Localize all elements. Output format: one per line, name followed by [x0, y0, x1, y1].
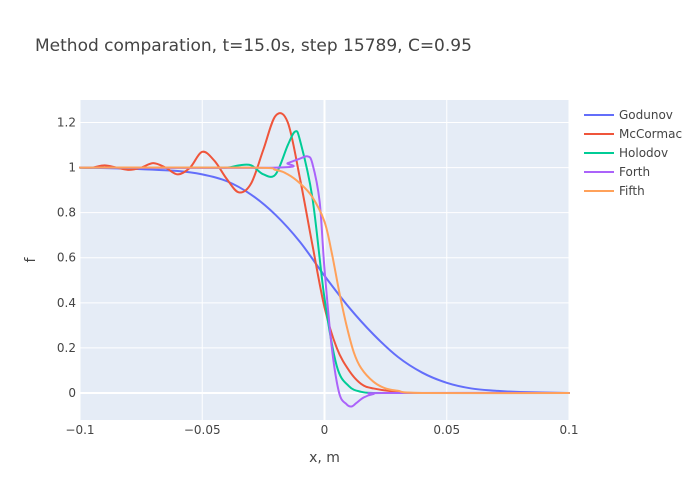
legend-item-forth[interactable]: Forth: [584, 165, 650, 179]
series-line-forth: [79, 155, 570, 408]
series-line-holodov: [79, 130, 570, 395]
y-tick-label: 1.2: [57, 116, 76, 130]
tick-labels: −0.1 −0.05 0 0.05 0.1 0 0.2 0.4 0.6 0.8 1 1.2: [57, 116, 579, 437]
y-tick-label: 0: [68, 386, 76, 400]
x-tick-label: −0.05: [184, 423, 221, 437]
x-tick-label: −0.1: [65, 423, 94, 437]
x-tick-label: 0: [321, 423, 329, 437]
series-line-godunov: [79, 166, 570, 394]
legend-label: Godunov: [619, 108, 673, 122]
legend-label: Forth: [619, 165, 650, 179]
legend: Godunov McCormac Holodov Forth Fifth: [584, 108, 682, 198]
series-lines: [79, 112, 570, 408]
x-axis-label: x, m: [309, 450, 340, 466]
x-tick-label: 0.1: [559, 423, 578, 437]
legend-item-holodov[interactable]: Holodov: [584, 146, 668, 160]
y-tick-label: 1: [68, 161, 76, 175]
legend-label: McCormac: [619, 127, 682, 141]
y-tick-label: 0.6: [57, 251, 76, 265]
legend-label: Holodov: [619, 146, 668, 160]
y-axis-label: f: [23, 256, 39, 262]
legend-item-fifth[interactable]: Fifth: [584, 184, 645, 198]
legend-item-mccormac[interactable]: McCormac: [584, 127, 682, 141]
legend-label: Fifth: [619, 184, 645, 198]
x-tick-label: 0.05: [433, 423, 460, 437]
chart-title: Method comparation, t=15.0s, step 15789,…: [35, 36, 472, 56]
y-tick-label: 0.4: [57, 296, 76, 310]
legend-item-godunov[interactable]: Godunov: [584, 108, 673, 122]
y-tick-label: 0.8: [57, 206, 76, 220]
y-tick-label: 0.2: [57, 341, 76, 355]
series-line-fifth: [79, 166, 570, 395]
